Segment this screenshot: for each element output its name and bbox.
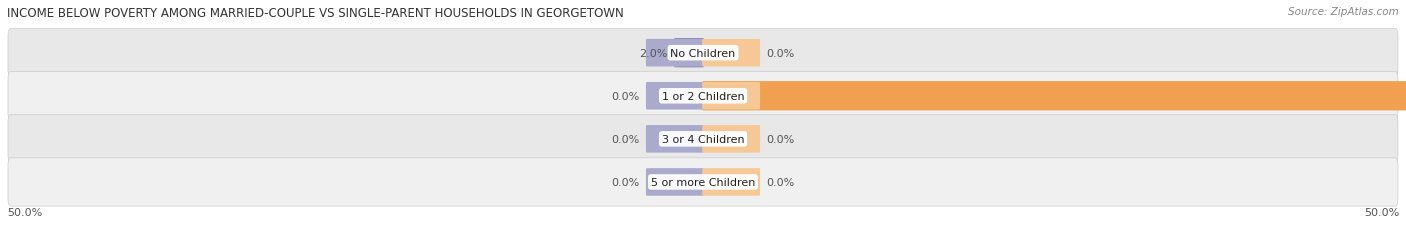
FancyBboxPatch shape xyxy=(8,72,1398,120)
FancyBboxPatch shape xyxy=(645,40,704,67)
Text: 50.0%: 50.0% xyxy=(1364,207,1399,218)
FancyBboxPatch shape xyxy=(645,125,704,153)
FancyBboxPatch shape xyxy=(673,39,704,68)
FancyBboxPatch shape xyxy=(645,83,704,110)
Text: 0.0%: 0.0% xyxy=(766,134,794,144)
Text: 0.0%: 0.0% xyxy=(766,177,794,187)
Text: 5 or more Children: 5 or more Children xyxy=(651,177,755,187)
FancyBboxPatch shape xyxy=(702,83,761,110)
Text: No Children: No Children xyxy=(671,49,735,58)
Text: 0.0%: 0.0% xyxy=(612,91,640,101)
FancyBboxPatch shape xyxy=(645,168,704,196)
Text: 1 or 2 Children: 1 or 2 Children xyxy=(662,91,744,101)
Text: Source: ZipAtlas.com: Source: ZipAtlas.com xyxy=(1288,7,1399,17)
FancyBboxPatch shape xyxy=(702,125,761,153)
Text: 0.0%: 0.0% xyxy=(612,177,640,187)
Text: 3 or 4 Children: 3 or 4 Children xyxy=(662,134,744,144)
FancyBboxPatch shape xyxy=(702,168,761,196)
Text: INCOME BELOW POVERTY AMONG MARRIED-COUPLE VS SINGLE-PARENT HOUSEHOLDS IN GEORGET: INCOME BELOW POVERTY AMONG MARRIED-COUPL… xyxy=(7,7,624,20)
Text: 2.0%: 2.0% xyxy=(640,49,668,58)
FancyBboxPatch shape xyxy=(702,40,761,67)
FancyBboxPatch shape xyxy=(702,82,1406,111)
Text: 50.0%: 50.0% xyxy=(7,207,42,218)
Text: 0.0%: 0.0% xyxy=(766,49,794,58)
FancyBboxPatch shape xyxy=(8,29,1398,77)
FancyBboxPatch shape xyxy=(8,158,1398,206)
Text: 0.0%: 0.0% xyxy=(612,134,640,144)
FancyBboxPatch shape xyxy=(8,115,1398,163)
